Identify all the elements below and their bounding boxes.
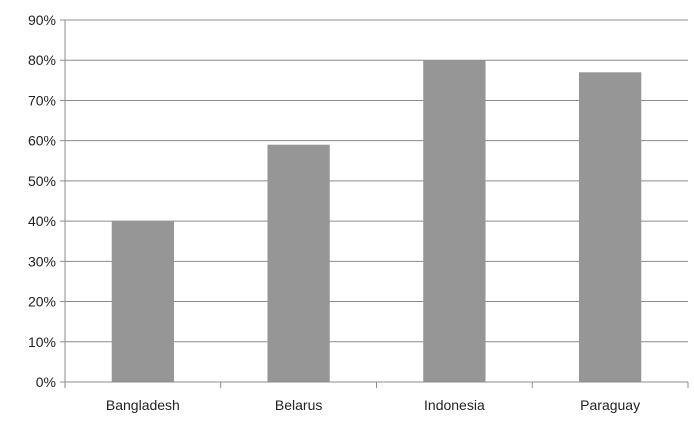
y-tick-label: 30% bbox=[28, 253, 56, 269]
x-tick-label-belarus: Belarus bbox=[275, 397, 322, 413]
y-tick-label: 0% bbox=[36, 374, 56, 390]
y-tick-label: 50% bbox=[28, 173, 56, 189]
y-tick-label: 70% bbox=[28, 92, 56, 108]
bar-indonesia bbox=[423, 60, 486, 382]
labels: 0% 10% 20% 30% 40% 50% 60% 70% 80% 90% Bangladesh B… bbox=[28, 12, 640, 413]
bars bbox=[111, 60, 642, 383]
y-tick-label: 10% bbox=[28, 334, 56, 350]
y-tick-label: 40% bbox=[28, 213, 56, 229]
x-tick-label-indonesia: Indonesia bbox=[424, 397, 485, 413]
bar-bangladesh bbox=[111, 221, 175, 382]
x-tick-label-paraguay: Paraguay bbox=[580, 397, 640, 413]
axes bbox=[60, 19, 689, 388]
x-tick-label-bangladesh: Bangladesh bbox=[106, 397, 180, 413]
y-tick-label: 60% bbox=[28, 133, 56, 149]
y-tick-label: 80% bbox=[28, 52, 56, 68]
y-tick-label: 90% bbox=[28, 12, 56, 28]
y-tick-label: 20% bbox=[28, 294, 56, 310]
bar-belarus bbox=[267, 144, 330, 382]
bar-paraguay bbox=[578, 72, 642, 383]
